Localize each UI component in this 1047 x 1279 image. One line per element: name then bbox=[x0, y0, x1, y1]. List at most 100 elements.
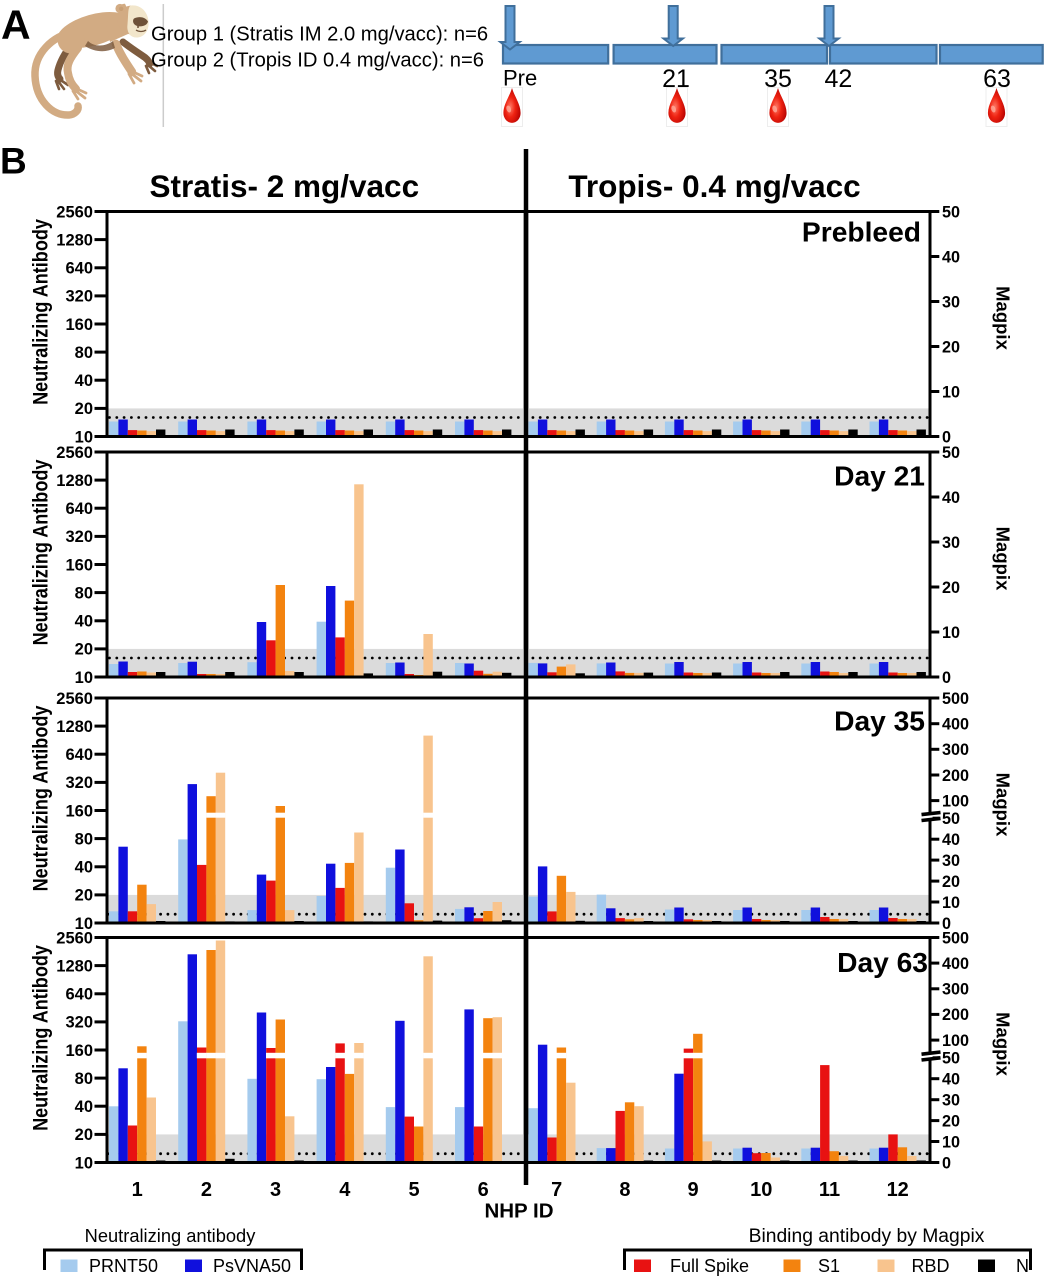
svg-text:0: 0 bbox=[942, 1154, 951, 1172]
svg-text:30: 30 bbox=[942, 534, 960, 552]
svg-text:10: 10 bbox=[75, 428, 93, 446]
svg-text:50: 50 bbox=[942, 444, 960, 462]
svg-text:50: 50 bbox=[942, 203, 960, 221]
svg-text:400: 400 bbox=[942, 955, 969, 973]
svg-text:50: 50 bbox=[942, 1050, 960, 1068]
svg-text:8: 8 bbox=[619, 1179, 630, 1201]
svg-text:PRNT50: PRNT50 bbox=[89, 1256, 158, 1276]
svg-text:Magpix: Magpix bbox=[993, 286, 1014, 350]
svg-text:1: 1 bbox=[132, 1179, 143, 1201]
svg-text:30: 30 bbox=[942, 293, 960, 311]
svg-text:640: 640 bbox=[65, 500, 93, 518]
svg-text:2560: 2560 bbox=[56, 929, 93, 947]
svg-text:640: 640 bbox=[65, 260, 93, 278]
svg-text:80: 80 bbox=[75, 830, 93, 848]
svg-text:50: 50 bbox=[942, 810, 960, 828]
svg-text:0: 0 bbox=[942, 669, 951, 687]
svg-text:Day 21: Day 21 bbox=[834, 460, 925, 492]
svg-text:2560: 2560 bbox=[56, 444, 93, 462]
svg-text:40: 40 bbox=[942, 248, 960, 266]
svg-text:160: 160 bbox=[65, 1042, 93, 1060]
svg-text:10: 10 bbox=[75, 669, 93, 687]
svg-text:Full Spike: Full Spike bbox=[670, 1256, 749, 1276]
svg-text:20: 20 bbox=[75, 400, 93, 418]
svg-text:PsVNA50: PsVNA50 bbox=[213, 1256, 291, 1276]
svg-text:10: 10 bbox=[75, 915, 93, 933]
svg-text:20: 20 bbox=[75, 1126, 93, 1144]
svg-text:Group 1 (Stratis IM 2.0 mg/vac: Group 1 (Stratis IM 2.0 mg/vacc): n=6 bbox=[151, 24, 488, 46]
svg-text:100: 100 bbox=[942, 792, 969, 810]
svg-text:30: 30 bbox=[942, 1092, 960, 1110]
svg-text:40: 40 bbox=[75, 1098, 93, 1116]
svg-text:1280: 1280 bbox=[56, 957, 93, 975]
svg-text:10: 10 bbox=[942, 383, 960, 401]
svg-text:Stratis- 2 mg/vacc: Stratis- 2 mg/vacc bbox=[149, 168, 419, 204]
svg-text:Magpix: Magpix bbox=[993, 527, 1014, 591]
svg-text:7: 7 bbox=[551, 1179, 562, 1201]
svg-text:100: 100 bbox=[942, 1032, 969, 1050]
svg-text:B: B bbox=[0, 141, 27, 182]
svg-text:NHP ID: NHP ID bbox=[484, 1200, 553, 1223]
svg-text:10: 10 bbox=[942, 624, 960, 642]
svg-text:200: 200 bbox=[942, 1006, 969, 1024]
svg-text:63: 63 bbox=[983, 65, 1011, 93]
svg-text:S1: S1 bbox=[818, 1256, 840, 1276]
svg-text:40: 40 bbox=[75, 613, 93, 631]
svg-text:Group 2 (Tropis ID 0.4 mg/vacc: Group 2 (Tropis ID 0.4 mg/vacc): n=6 bbox=[151, 50, 484, 72]
svg-text:30: 30 bbox=[942, 852, 960, 870]
svg-text:10: 10 bbox=[942, 1133, 960, 1151]
svg-text:1280: 1280 bbox=[56, 231, 93, 249]
svg-text:42: 42 bbox=[824, 65, 852, 93]
svg-text:40: 40 bbox=[75, 372, 93, 390]
svg-text:10: 10 bbox=[75, 1154, 93, 1172]
svg-text:20: 20 bbox=[942, 1112, 960, 1130]
svg-text:6: 6 bbox=[478, 1179, 489, 1201]
svg-text:1280: 1280 bbox=[56, 718, 93, 736]
svg-text:Day 63: Day 63 bbox=[837, 946, 928, 978]
svg-text:40: 40 bbox=[75, 859, 93, 877]
svg-text:Prebleed: Prebleed bbox=[802, 216, 921, 248]
svg-text:160: 160 bbox=[65, 802, 93, 820]
svg-text:A: A bbox=[1, 2, 31, 48]
svg-text:80: 80 bbox=[75, 344, 93, 362]
svg-text:500: 500 bbox=[942, 690, 969, 708]
svg-text:20: 20 bbox=[942, 579, 960, 597]
svg-text:640: 640 bbox=[65, 746, 93, 764]
svg-text:Magpix: Magpix bbox=[993, 773, 1014, 837]
svg-text:9: 9 bbox=[688, 1179, 699, 1201]
svg-text:4: 4 bbox=[339, 1179, 351, 1201]
svg-text:Tropis- 0.4 mg/vacc: Tropis- 0.4 mg/vacc bbox=[568, 168, 860, 204]
svg-text:3: 3 bbox=[270, 1179, 281, 1201]
svg-text:N: N bbox=[1016, 1256, 1029, 1276]
svg-text:12: 12 bbox=[887, 1179, 909, 1201]
svg-text:400: 400 bbox=[942, 716, 969, 734]
svg-text:80: 80 bbox=[75, 584, 93, 602]
svg-text:500: 500 bbox=[942, 929, 969, 947]
svg-text:Day 35: Day 35 bbox=[834, 705, 925, 737]
svg-text:Binding antibody by Magpix: Binding antibody by Magpix bbox=[749, 1226, 985, 1247]
svg-text:10: 10 bbox=[942, 894, 960, 912]
svg-text:20: 20 bbox=[75, 887, 93, 905]
svg-text:Neutralizing Antibody: Neutralizing Antibody bbox=[29, 460, 53, 646]
svg-text:20: 20 bbox=[942, 338, 960, 356]
svg-text:320: 320 bbox=[65, 288, 93, 306]
svg-text:RBD: RBD bbox=[912, 1256, 950, 1276]
svg-text:640: 640 bbox=[65, 986, 93, 1004]
svg-text:200: 200 bbox=[942, 767, 969, 785]
svg-text:10: 10 bbox=[750, 1179, 772, 1201]
svg-text:11: 11 bbox=[819, 1179, 840, 1201]
svg-text:20: 20 bbox=[75, 641, 93, 659]
svg-text:1280: 1280 bbox=[56, 472, 93, 490]
svg-text:Neutralizing Antibody: Neutralizing Antibody bbox=[29, 219, 53, 405]
svg-text:0: 0 bbox=[942, 428, 951, 446]
svg-text:0: 0 bbox=[942, 915, 951, 933]
svg-text:Pre: Pre bbox=[503, 66, 537, 91]
svg-text:320: 320 bbox=[65, 1014, 93, 1032]
svg-text:320: 320 bbox=[65, 774, 93, 792]
svg-text:2560: 2560 bbox=[56, 690, 93, 708]
svg-text:2560: 2560 bbox=[56, 203, 93, 221]
svg-text:160: 160 bbox=[65, 316, 93, 334]
svg-text:160: 160 bbox=[65, 556, 93, 574]
svg-text:2: 2 bbox=[201, 1179, 212, 1201]
svg-text:40: 40 bbox=[942, 831, 960, 849]
